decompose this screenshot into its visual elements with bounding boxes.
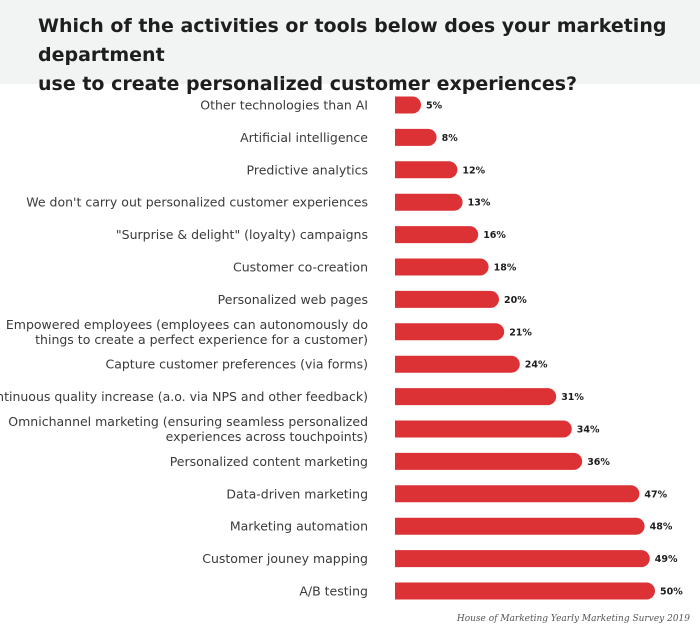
value-label: 50% bbox=[660, 587, 683, 598]
category-label: Empowered employees (employees can auton… bbox=[6, 317, 368, 332]
value-label: 20% bbox=[504, 295, 527, 306]
value-label: 13% bbox=[468, 198, 491, 209]
value-label: 8% bbox=[442, 133, 459, 144]
chart-title: Which of the activities or tools below d… bbox=[38, 15, 667, 95]
category-label: Artificial intelligence bbox=[240, 130, 368, 145]
category-label: "Surprise & delight" (loyalty) campaigns bbox=[116, 227, 368, 242]
bar bbox=[395, 355, 520, 373]
value-label: 24% bbox=[525, 360, 548, 371]
value-label: 34% bbox=[577, 425, 600, 436]
value-label: 36% bbox=[587, 457, 610, 468]
category-label: experiences across touchpoints) bbox=[166, 429, 368, 444]
bar bbox=[395, 485, 640, 503]
bar bbox=[395, 550, 650, 568]
category-label: Personalized web pages bbox=[218, 292, 368, 307]
value-label: 16% bbox=[483, 230, 506, 241]
value-label: 47% bbox=[644, 489, 667, 500]
bar bbox=[395, 226, 479, 244]
bar-chart: 5% Other technologies than AI 8% Artificial… bbox=[0, 96, 683, 600]
category-label: Other technologies than AI bbox=[200, 98, 368, 113]
value-label: 21% bbox=[509, 327, 532, 338]
bar bbox=[395, 258, 489, 276]
bar bbox=[395, 452, 583, 470]
value-label: 48% bbox=[650, 522, 673, 533]
bar bbox=[395, 290, 499, 308]
value-label: 12% bbox=[462, 165, 485, 176]
bar bbox=[395, 128, 437, 146]
bar bbox=[395, 161, 458, 179]
category-label: Continuous quality increase (a.o. via NP… bbox=[0, 389, 368, 404]
source-note: House of Marketing Yearly Marketing Surv… bbox=[456, 614, 690, 624]
category-label: Customer jouney mapping bbox=[202, 551, 368, 566]
category-label: We don't carry out personalized customer… bbox=[26, 195, 368, 210]
category-label: Capture customer preferences (via forms) bbox=[105, 357, 368, 372]
bar bbox=[395, 582, 655, 600]
bar bbox=[395, 420, 572, 438]
bar bbox=[395, 193, 463, 211]
bar bbox=[395, 323, 505, 341]
category-label: things to create a perfect experience fo… bbox=[35, 332, 368, 347]
value-label: 18% bbox=[494, 263, 517, 274]
bar bbox=[395, 517, 645, 535]
category-label: A/B testing bbox=[299, 584, 368, 599]
chart-header: Which of the activities or tools below d… bbox=[0, 0, 700, 95]
category-label: Personalized content marketing bbox=[170, 454, 368, 469]
bar bbox=[395, 96, 421, 114]
bar bbox=[395, 388, 557, 406]
category-label: Marketing automation bbox=[230, 519, 368, 534]
value-label: 49% bbox=[655, 554, 678, 565]
category-label: Predictive analytics bbox=[247, 162, 368, 177]
category-label: Customer co-creation bbox=[233, 260, 368, 275]
category-label: Omnichannel marketing (ensuring seamless… bbox=[8, 414, 368, 429]
category-label: Data-driven marketing bbox=[226, 486, 368, 501]
value-label: 5% bbox=[426, 101, 443, 112]
value-label: 31% bbox=[561, 392, 584, 403]
